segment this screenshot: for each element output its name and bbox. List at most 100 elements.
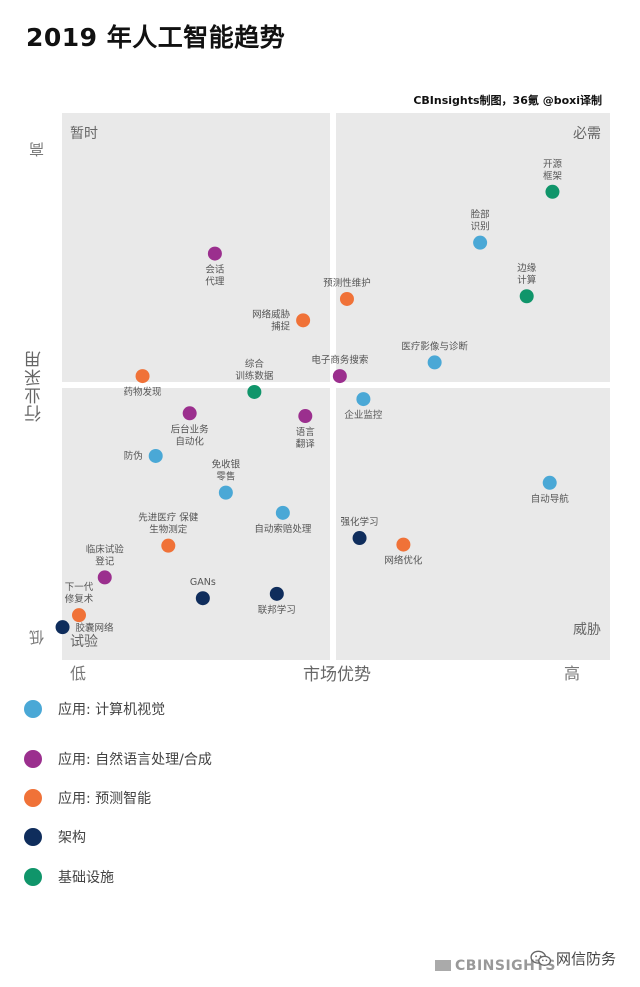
data-point-19 [161, 538, 176, 553]
point-label-line: 先进医疗 保健 [138, 512, 199, 524]
quadrant-label-bottom-right: 威胁 [573, 622, 601, 638]
legend-label-predict: 应用: 预测智能 [58, 791, 152, 807]
wechat-name: 网信防务 [556, 950, 617, 968]
point-label-line: 登记 [95, 555, 115, 567]
data-point-16 [542, 475, 557, 490]
point-label-line: 免收银 [212, 459, 241, 471]
data-point-2 [519, 289, 534, 304]
point-label-13: 防伪 [124, 450, 143, 462]
point-label-line: 网络威胁 [252, 308, 291, 320]
point-label-1: 脸部识别 [471, 209, 490, 233]
data-point-1 [473, 235, 488, 250]
data-point-22 [269, 586, 284, 601]
legend-item-arch: 架构 [24, 827, 86, 847]
point-label-line: 计算 [517, 274, 536, 286]
legend-label-nlp: 应用: 自然语言处理/合成 [58, 752, 212, 768]
point-label-line: 联邦学习 [258, 604, 296, 616]
point-label-line: 脸部 [471, 209, 490, 221]
point-label-17: 强化学习 [341, 516, 379, 528]
legend-label-infra: 基础设施 [58, 870, 114, 886]
point-label-line: 开源 [543, 159, 563, 170]
brand-text: CBINSIGHTS [455, 958, 557, 974]
point-label-24: 胶囊网络 [76, 622, 115, 634]
point-label-20: 临床试验登记 [86, 543, 125, 567]
data-point-11 [182, 406, 197, 421]
data-point-23 [71, 608, 86, 623]
data-point-5 [296, 313, 311, 328]
point-label-line: 预测性维护 [323, 277, 371, 289]
point-label-line: 药物发现 [124, 386, 163, 398]
legend-dot-nlp [24, 750, 42, 768]
point-label-18: 网络优化 [384, 555, 423, 567]
cbinsights-logo: CBINSIGHTS [435, 958, 556, 974]
data-point-0 [545, 184, 560, 199]
point-label-line: 企业监控 [344, 409, 383, 421]
brand-mark-icon [435, 960, 451, 971]
quadrant-label-bottom-left: 试验 [70, 634, 98, 650]
point-label-line: 临床试验 [86, 543, 125, 555]
point-label-19: 先进医疗 保健生物测定 [138, 512, 199, 536]
data-point-9 [135, 369, 150, 384]
quadrant-top-left [62, 113, 330, 382]
point-label-line: 后台业务 [171, 423, 210, 435]
data-point-24 [55, 620, 70, 635]
point-label-line: 综合 [245, 358, 265, 370]
legend-label-arch: 架构 [58, 830, 86, 846]
point-label-7: 电子商务搜索 [311, 354, 368, 366]
data-point-7 [332, 369, 347, 384]
point-label-line: 网络优化 [384, 555, 423, 567]
point-label-line: 医疗影像与诊断 [401, 340, 468, 352]
point-label-5: 网络威胁捕捉 [252, 308, 291, 332]
point-label-line: 边缘 [517, 262, 537, 274]
legend-label-cv: 应用: 计算机视觉 [58, 702, 166, 718]
point-label-line: 胶囊网络 [76, 622, 115, 634]
legend-item-predict: 应用: 预测智能 [24, 788, 151, 808]
point-label-line: 代理 [205, 277, 225, 288]
point-label-line: 语言 [296, 426, 316, 438]
point-label-line: 自动化 [175, 435, 204, 447]
page-title: 2019 年人工智能趋势 [26, 23, 286, 52]
point-label-line: 翻译 [296, 439, 316, 450]
wechat-icon [530, 950, 552, 966]
point-label-14: 免收银零售 [212, 459, 241, 483]
point-label-line: 下一代 [65, 582, 94, 593]
data-point-18 [396, 537, 411, 552]
point-label-23: 下一代修复术 [65, 582, 94, 605]
data-point-4 [339, 291, 354, 306]
data-point-3 [207, 246, 222, 261]
point-label-line: 捕捉 [271, 320, 291, 332]
data-point-10 [356, 392, 371, 407]
legend-item-infra: 基础设施 [24, 867, 114, 887]
y-axis-high: 高 [28, 142, 46, 157]
y-axis-low: 低 [28, 630, 46, 645]
point-label-11: 后台业务自动化 [171, 423, 210, 447]
point-label-line: 强化学习 [341, 516, 379, 528]
point-label-line: 会话 [205, 264, 225, 276]
data-point-14 [218, 485, 233, 500]
legend-dot-predict [24, 789, 42, 807]
data-point-12 [298, 409, 313, 424]
data-point-6 [427, 355, 442, 370]
legend-dot-cv [24, 700, 42, 718]
quadrant-bottom-left [62, 388, 330, 660]
data-point-20 [97, 570, 112, 585]
point-label-10: 企业监控 [344, 409, 383, 421]
x-axis-label: 市场优势 [303, 665, 371, 685]
point-label-4: 预测性维护 [323, 277, 371, 289]
point-label-line: 防伪 [124, 450, 143, 462]
legend-item-cv: 应用: 计算机视觉 [24, 699, 165, 719]
data-point-13 [148, 448, 163, 463]
point-label-line: 修复术 [65, 593, 94, 605]
credit-line: CBInsights制图，36氪 @boxi译制 [413, 94, 602, 107]
legend-dot-infra [24, 868, 42, 886]
point-label-2: 边缘计算 [517, 262, 537, 286]
point-label-line: 自动索赔处理 [254, 523, 312, 535]
point-label-21: GANs [190, 577, 216, 588]
data-point-17 [352, 531, 367, 546]
point-label-15: 自动索赔处理 [254, 523, 312, 535]
point-label-0: 开源框架 [543, 159, 563, 182]
wechat-account: 网信防务 [530, 948, 616, 969]
point-label-3: 会话代理 [205, 264, 225, 288]
point-label-line: 电子商务搜索 [311, 354, 368, 366]
